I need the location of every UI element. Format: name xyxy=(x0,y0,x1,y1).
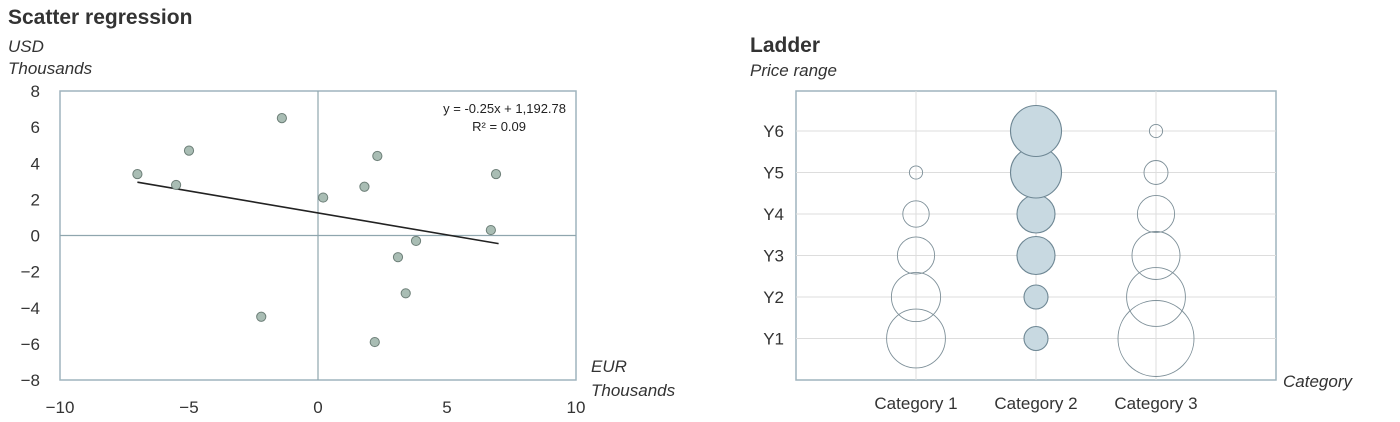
ladder-category-label: Category 3 xyxy=(1114,394,1197,413)
ladder-bubble xyxy=(1148,123,1164,139)
ladder-bubble xyxy=(1143,160,1169,185)
scatter-equation: y = -0.25x + 1,192.78 xyxy=(443,101,566,116)
ladder-bubble xyxy=(1016,194,1056,234)
scatter-x-tick-label: 10 xyxy=(567,398,586,417)
scatter-x-tick-label: 5 xyxy=(442,398,451,417)
ladder-bubble xyxy=(1023,284,1049,310)
scatter-point xyxy=(256,311,267,322)
scatter-point xyxy=(372,150,383,162)
scatter-point xyxy=(392,252,404,263)
scatter-point xyxy=(485,224,496,236)
scatter-point xyxy=(171,179,182,191)
scatter-y-tick-label: −4 xyxy=(21,299,40,318)
ladder-category-label: Category 2 xyxy=(994,394,1077,413)
scatter-y-tick-label: −6 xyxy=(21,335,40,354)
ladder-y-tick-label: Y4 xyxy=(763,205,784,224)
scatter-y-tick-label: −8 xyxy=(21,371,40,390)
ladder-bubble xyxy=(1136,194,1176,234)
scatter-point xyxy=(490,168,502,180)
scatter-title: Scatter regression xyxy=(8,6,193,29)
scatter-x-scale: Thousands xyxy=(591,381,676,400)
scatter-y-tick-label: 0 xyxy=(31,227,40,246)
scatter-y-scale: Thousands xyxy=(8,59,93,78)
ladder-bubble xyxy=(1016,235,1056,276)
scatter-x-unit: EUR xyxy=(591,357,627,376)
ladder-bubble xyxy=(890,271,942,323)
scatter-y-tick-label: 8 xyxy=(31,82,40,101)
scatter-point xyxy=(400,288,411,299)
scatter-point xyxy=(318,192,329,203)
ladder-bubble xyxy=(1023,325,1049,352)
ladder-y-tick-label: Y6 xyxy=(763,122,784,141)
scatter-point xyxy=(276,112,287,124)
ladder-y-tick-label: Y1 xyxy=(763,330,784,349)
ladder-bubble xyxy=(896,236,936,275)
ladder-y-tick-label: Y3 xyxy=(763,247,784,266)
scatter-point xyxy=(410,235,422,247)
scatter-trendline xyxy=(137,181,499,245)
ladder-x-axis-label: Category xyxy=(1283,372,1353,391)
ladder-title: Ladder xyxy=(750,34,821,57)
scatter-x-tick-label: 0 xyxy=(313,398,322,417)
ladder-bubble xyxy=(886,308,946,369)
ladder-bubble xyxy=(1009,104,1063,158)
scatter-y-tick-label: 4 xyxy=(31,154,40,173)
scatter-x-tick-label: −5 xyxy=(179,398,198,417)
scatter-point xyxy=(183,145,195,156)
ladder-bubble xyxy=(902,200,930,228)
ladder-bubble xyxy=(908,165,924,180)
ladder-y-tick-label: Y2 xyxy=(763,288,784,307)
ladder-bubble xyxy=(1131,231,1181,280)
ladder-subtitle: Price range xyxy=(750,61,837,80)
scatter-point xyxy=(132,168,143,180)
scatter-r2: R² = 0.09 xyxy=(472,119,526,134)
scatter-y-tick-label: −2 xyxy=(21,263,40,282)
scatter-y-tick-label: 6 xyxy=(31,118,40,137)
scatter-y-tick-label: 2 xyxy=(31,190,40,209)
scatter-point xyxy=(359,181,370,192)
scatter-y-unit: USD xyxy=(8,37,44,56)
ladder-category-label: Category 1 xyxy=(874,394,957,413)
ladder-bubble xyxy=(1117,300,1195,377)
scatter-x-tick-label: −10 xyxy=(46,398,75,417)
ladder-bubble xyxy=(1126,267,1186,327)
scatter-point xyxy=(369,336,380,348)
ladder-y-tick-label: Y5 xyxy=(763,164,784,183)
